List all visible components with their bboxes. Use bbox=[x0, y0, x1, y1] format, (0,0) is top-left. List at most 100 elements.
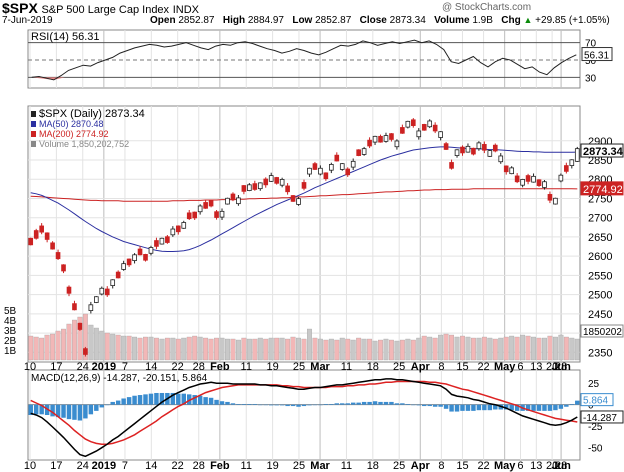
price-y-tick-label: 2600 bbox=[588, 251, 612, 263]
macd-histogram-bar bbox=[312, 404, 318, 406]
candle-body bbox=[405, 120, 411, 128]
volume-bar bbox=[421, 335, 427, 361]
macd-histogram-bar bbox=[225, 401, 230, 405]
macd-histogram-bar bbox=[378, 401, 383, 405]
macd-histogram-bar bbox=[126, 397, 132, 405]
candle-body bbox=[389, 133, 394, 140]
macd-histogram-bar bbox=[329, 403, 334, 405]
candle-body bbox=[296, 198, 301, 205]
price-panel-frame bbox=[27, 105, 581, 363]
volume-bar bbox=[449, 334, 455, 361]
candle-body bbox=[197, 205, 203, 213]
macd-x-tick-label: 2019 bbox=[92, 460, 116, 472]
macd-value-label: -14.287 bbox=[583, 413, 617, 424]
candle-body bbox=[236, 197, 241, 205]
macd-histogram-bar bbox=[230, 403, 236, 405]
ohlc-summary: Open 2852.87 High 2884.97 Low 2852.87 Cl… bbox=[150, 15, 610, 26]
macd-panel-frame bbox=[27, 369, 581, 461]
price-x-tick-label: 28 bbox=[193, 361, 205, 373]
macd-histogram-bar bbox=[197, 395, 203, 405]
candle-body bbox=[279, 179, 285, 186]
price-x-tick-label: 7 bbox=[122, 361, 128, 373]
volume-bar bbox=[323, 339, 329, 361]
macd-x-tick-label: Jun bbox=[551, 460, 571, 472]
macd-histogram-bar bbox=[400, 403, 405, 405]
volume-bar bbox=[219, 337, 225, 361]
volume-bar bbox=[197, 336, 203, 361]
price-x-tick-label: 22 bbox=[477, 361, 489, 373]
macd-histogram-bar bbox=[258, 404, 263, 406]
candle-body bbox=[542, 181, 547, 188]
macd-histogram-bar bbox=[542, 404, 547, 411]
volume-bar bbox=[82, 313, 88, 361]
price-y-tick-label: 2450 bbox=[588, 309, 612, 321]
close-value-label: 2873.34 bbox=[583, 146, 624, 158]
volume-bar bbox=[290, 336, 296, 361]
macd-histogram-bar bbox=[531, 404, 536, 411]
volume-bar bbox=[569, 337, 575, 361]
rsi-y-tick-label: 50 bbox=[585, 56, 597, 67]
volume-bar bbox=[345, 338, 351, 361]
macd-histogram-bar bbox=[72, 404, 77, 420]
macd-x-tick-label: 6 bbox=[517, 460, 523, 472]
volume-bar bbox=[399, 339, 405, 361]
candle-body bbox=[274, 177, 279, 184]
candle-body bbox=[285, 185, 290, 193]
volume-bar bbox=[334, 339, 340, 361]
volume-bar bbox=[55, 330, 61, 361]
macd-x-tick-label: 25 bbox=[393, 460, 405, 472]
volume-bar bbox=[307, 328, 312, 361]
macd-histogram-bar bbox=[99, 404, 105, 408]
macd-histogram-bar bbox=[285, 404, 290, 407]
price-y-tick-label: 2500 bbox=[588, 290, 612, 302]
price-x-tick-label: 14 bbox=[145, 361, 157, 373]
candle-body bbox=[427, 120, 433, 128]
candle-body bbox=[350, 160, 356, 168]
volume-bar bbox=[186, 336, 192, 361]
volume-bar bbox=[443, 333, 449, 361]
rsi-line bbox=[31, 39, 577, 81]
candle-body bbox=[323, 172, 329, 180]
candle-body bbox=[492, 144, 498, 152]
volume-bar bbox=[339, 337, 345, 361]
macd-histogram-bar bbox=[389, 401, 394, 405]
macd-histogram-bar bbox=[115, 400, 121, 405]
price-y-tick-label: 2350 bbox=[588, 347, 612, 359]
candle-body bbox=[416, 130, 422, 138]
legend-label: MA(200) 2774.92 bbox=[39, 129, 109, 139]
price-x-tick-label: 10 bbox=[24, 361, 36, 373]
legend-label: $SPX (Daily) 2873.34 bbox=[39, 108, 145, 120]
price-x-tick-label: May bbox=[494, 361, 516, 373]
macd-histogram-bar bbox=[77, 404, 83, 421]
candle-body bbox=[547, 194, 553, 201]
candle-body bbox=[241, 185, 247, 192]
volume-bar bbox=[460, 335, 465, 361]
volume-bar bbox=[33, 336, 39, 361]
candle-body bbox=[318, 167, 323, 175]
candle-body bbox=[498, 155, 504, 163]
candle-body bbox=[383, 135, 389, 142]
macd-histogram-bar bbox=[564, 404, 569, 407]
candle-body bbox=[339, 163, 345, 170]
volume-bar bbox=[356, 337, 362, 361]
volume-bar bbox=[241, 337, 247, 361]
price-x-tick-label: 28 bbox=[555, 361, 567, 373]
macd-histogram-bar bbox=[449, 404, 454, 412]
change-label: Chg bbox=[501, 15, 521, 26]
price-x-tick-label: 13 bbox=[530, 361, 542, 373]
macd-x-tick-label: 10 bbox=[24, 460, 36, 472]
volume-bar bbox=[246, 338, 252, 361]
candle-body bbox=[55, 252, 61, 260]
volume-bar bbox=[235, 339, 241, 361]
volume-bar bbox=[487, 337, 493, 361]
candle-body bbox=[170, 228, 176, 236]
macd-y-tick-label: 25 bbox=[588, 379, 600, 390]
price-x-tick-label: Jun bbox=[551, 361, 571, 373]
macd-histogram-bar bbox=[148, 393, 154, 405]
macd-histogram-bar bbox=[476, 404, 482, 411]
volume-bar bbox=[115, 334, 121, 361]
volume-bar bbox=[148, 336, 154, 361]
price-y-tick-label: 2550 bbox=[588, 270, 612, 282]
candle-body bbox=[50, 242, 55, 250]
macd-signal-line bbox=[30, 380, 578, 445]
